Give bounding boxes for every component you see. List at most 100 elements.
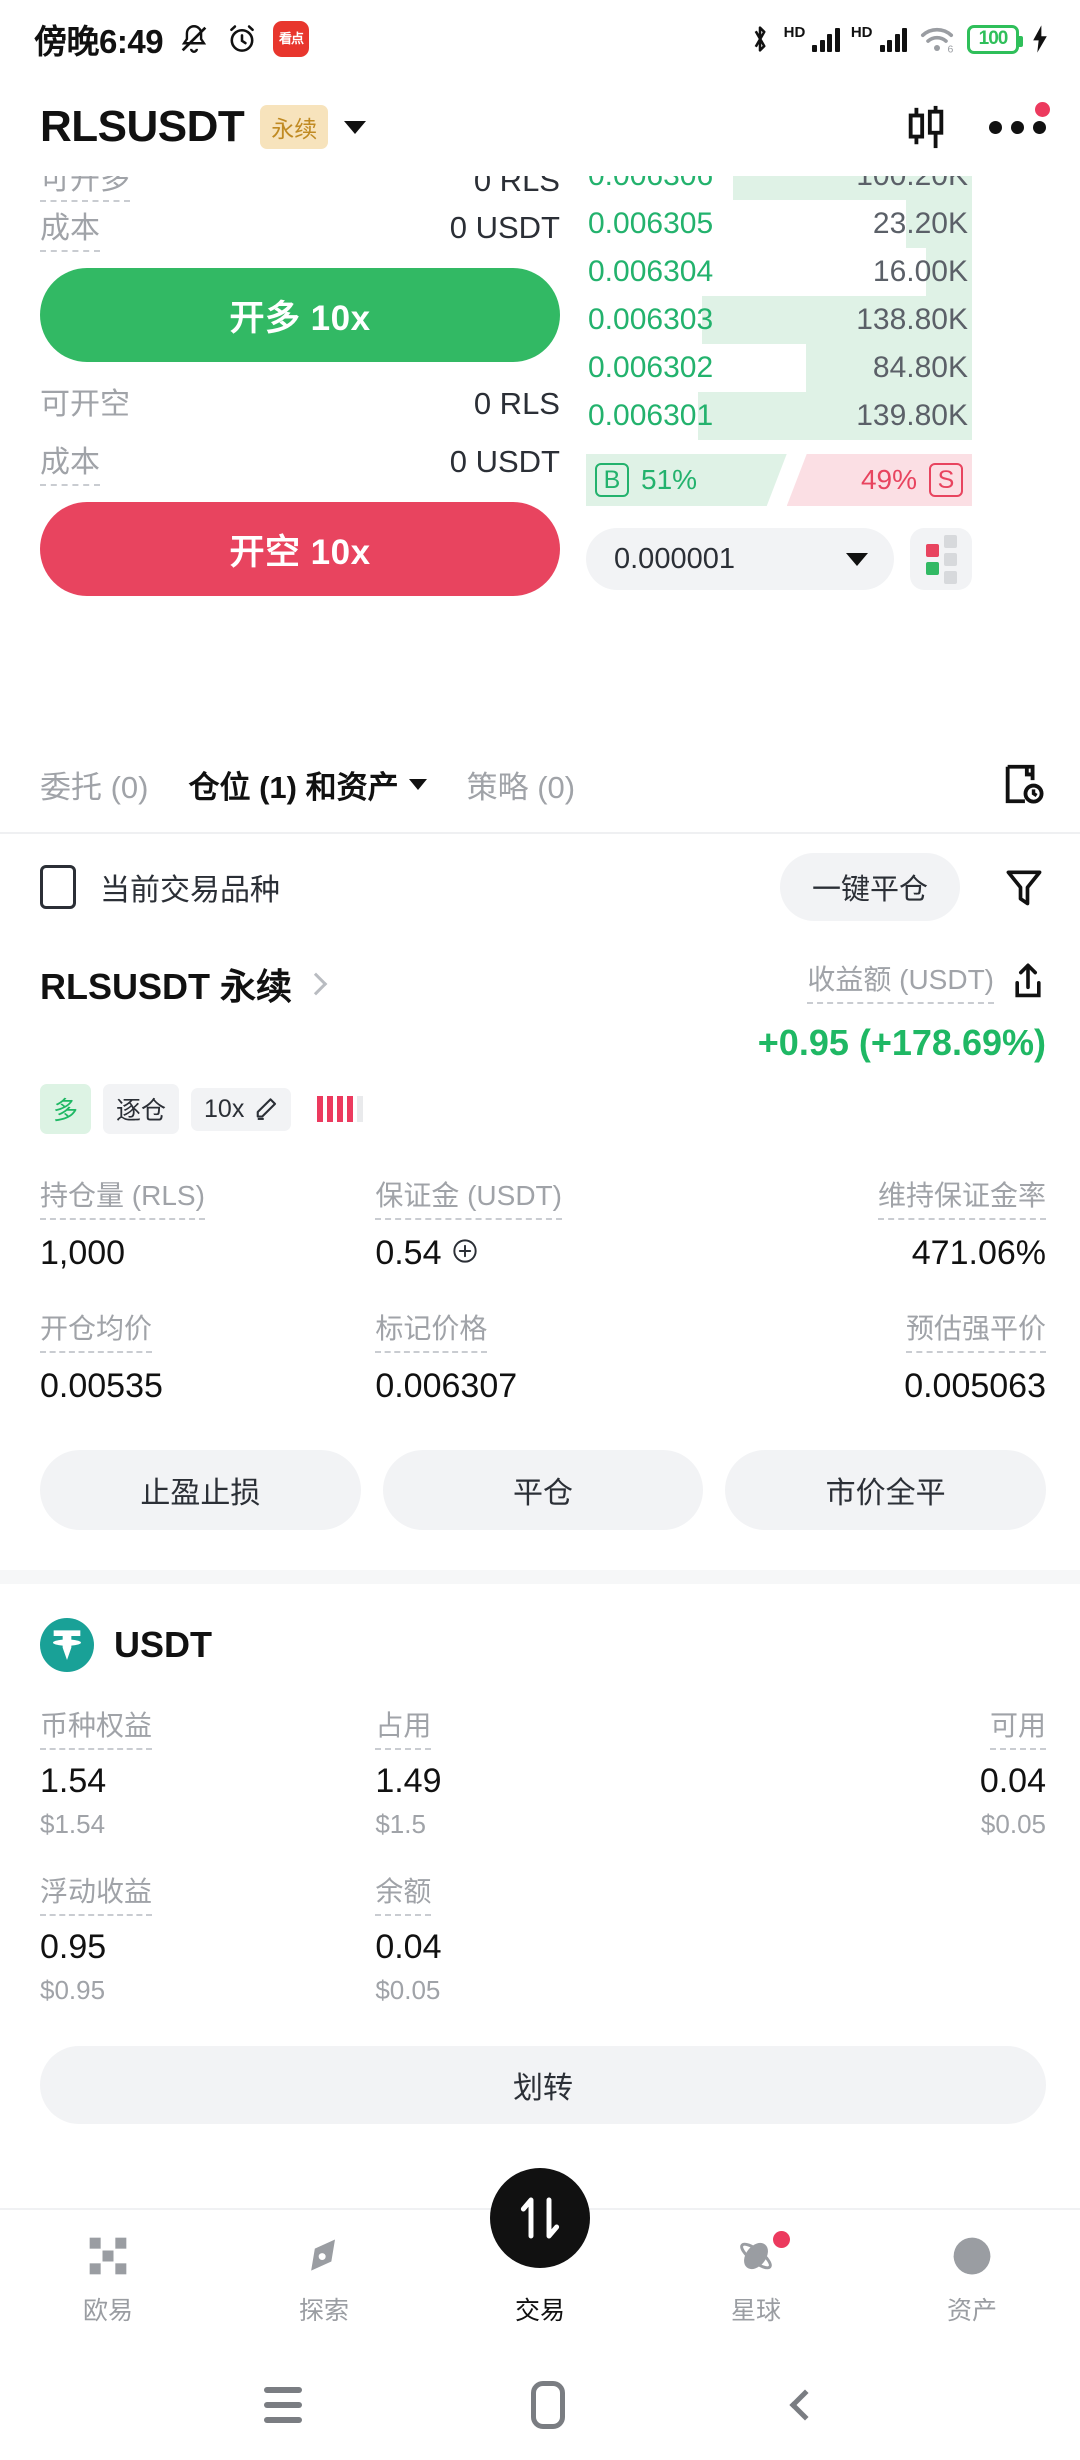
orderbook-rows: 0.006305 23.20K 0.006304 16.00K 0.006303 138.… [586, 200, 972, 440]
nav-label-planet: 星球 [730, 2297, 781, 2325]
home-square-icon[interactable] [530, 2381, 565, 2429]
current-symbol-checkbox[interactable] [40, 865, 76, 909]
nav-label-okx: 欧易 [82, 2297, 133, 2325]
orderbook-row[interactable]: 0.006304 16.00K [586, 248, 972, 296]
tab-orders[interactable]: 委托 (0) [40, 762, 149, 807]
add-margin-icon[interactable] [452, 1234, 478, 1273]
position-side-badge: 多 [40, 1084, 92, 1134]
open-short-button[interactable]: 开空 10x [40, 502, 560, 596]
chevron-down-icon[interactable] [344, 120, 367, 134]
nav-item-planet[interactable]: 星球 [648, 2231, 864, 2327]
tick-size-select[interactable]: 0.000001 [586, 528, 894, 590]
orderbook-depth-bar [806, 344, 972, 392]
page-title: RLSUSDT [40, 102, 245, 151]
nav-item-okx[interactable]: 欧易 [0, 2233, 216, 2327]
system-navigation-bar [0, 2350, 1080, 2460]
short-cost-value: 0 USDT [449, 444, 560, 479]
asset-stat: 余额 0.04 $0.05 [375, 1870, 710, 2006]
asset-stat-usd: $0.05 [375, 1975, 441, 2005]
orderbook-row[interactable]: 0.006301 139.80K [586, 392, 972, 440]
nav-label-explore: 探索 [298, 2297, 349, 2325]
order-entry-column: 可开多 0 RLS 成本 0 USDT 开多 10x 可开空 0 RLS 成本 … [40, 176, 560, 736]
orderbook-row[interactable]: 0.006302 84.80K [586, 344, 972, 392]
asset-stat: 可用 0.04 $0.05 [711, 1704, 1046, 1840]
position-stat-label: 维持保证金率 [877, 1174, 1046, 1220]
orderbook-price: 0.006306 [586, 176, 713, 193]
position-pnl: 收益额 (USDT) +0.95 (+178.69%) [758, 958, 1046, 1064]
order-history-icon[interactable] [1000, 761, 1046, 807]
open-long-button[interactable]: 开多 10x [40, 268, 560, 362]
leverage-value: 10x [204, 1094, 245, 1123]
position-stat-label: 预估强平价 [905, 1307, 1046, 1353]
long-available-row-clipped: 可开多 0 RLS [40, 176, 560, 202]
wifi6-icon: 6 [918, 24, 956, 54]
orderbook-price: 0.006305 [588, 207, 714, 240]
tab-strategies[interactable]: 策略 (0) [467, 762, 576, 807]
asset-stat: 币种权益 1.54 $1.54 [40, 1704, 375, 1840]
kandian-app-icon: 看点 [273, 21, 310, 57]
nav-item-assets[interactable]: 资产 [864, 2233, 1080, 2327]
margin-mode-badge[interactable]: 逐仓 [103, 1084, 180, 1134]
trade-panel: 可开多 0 RLS 成本 0 USDT 开多 10x 可开空 0 RLS 成本 … [0, 176, 1080, 736]
asset-stat-value: 0.04 [979, 1762, 1046, 1800]
nav-item-explore[interactable]: 探索 [216, 2233, 432, 2327]
planet-icon [733, 2233, 779, 2279]
bluetooth-icon [747, 22, 773, 56]
signal-bars-2 [879, 26, 907, 52]
chevron-right-icon [304, 972, 328, 996]
position-action-button[interactable]: 市价全平 [725, 1450, 1047, 1530]
leverage-badge[interactable]: 10x [191, 1087, 292, 1131]
pnl-label: 收益额 (USDT) [807, 958, 994, 1004]
short-cost-label: 成本 [40, 446, 100, 486]
position-stat-label: 开仓均价 [40, 1307, 153, 1353]
close-all-button[interactable]: 一键平仓 [779, 853, 960, 921]
transfer-button[interactable]: 划转 [40, 2046, 1046, 2124]
trade-swap-fab[interactable] [490, 2168, 590, 2268]
more-options-icon[interactable] [989, 101, 1050, 134]
tab-positions-assets[interactable]: 仓位 (1) 和资产 [189, 762, 427, 807]
pair-selector[interactable]: RLSUSDT 永续 [40, 102, 367, 152]
orderbook-row[interactable]: 0.006306 100.20K [586, 176, 972, 200]
position-badges: 多 逐仓 10x [40, 1084, 1046, 1134]
position-filter-bar: 当前交易品种 一键平仓 [0, 834, 1080, 940]
position-stat: 预估强平价 0.005063 [711, 1307, 1046, 1406]
orderbook-amount: 138.80K [856, 303, 968, 336]
hd-label-2: HD [850, 24, 873, 41]
back-chevron-icon[interactable] [789, 2389, 821, 2421]
svg-text:6: 6 [948, 44, 954, 55]
asset-stat-usd: $1.5 [375, 1809, 426, 1839]
position-symbol-link[interactable]: RLSUSDT 永续 [40, 958, 328, 1010]
candlestick-chart-icon[interactable] [903, 102, 949, 152]
position-stat-label: 保证金 (USDT) [375, 1174, 562, 1220]
position-stat-value: 1,000 [40, 1234, 126, 1272]
short-cost-row: 成本 0 USDT [40, 444, 560, 488]
tab-positions-assets-label: 仓位 (1) 和资产 [188, 769, 399, 805]
orderbook-depth-bar [701, 296, 972, 344]
buy-chip: B [595, 463, 629, 497]
funnel-filter-icon[interactable] [1002, 864, 1046, 910]
long-cost-value: 0 USDT [449, 210, 560, 245]
orderbook-row[interactable]: 0.006305 23.20K [586, 200, 972, 248]
share-upload-icon[interactable] [1010, 961, 1046, 1001]
position-action-button[interactable]: 止盈止损 [40, 1450, 361, 1530]
recents-menu-icon[interactable] [264, 2387, 303, 2423]
charging-bolt-icon [1030, 24, 1050, 54]
orderbook-layout-icon[interactable] [910, 528, 972, 590]
nav-item-trade[interactable]: 交易 [432, 2233, 648, 2327]
compass-explore-icon [302, 2233, 346, 2279]
pencil-edit-icon [254, 1097, 278, 1121]
asset-stats-grid: 币种权益 1.54 $1.54 占用 1.49 $1.5 可用 0.04 $0.05 浮动收益 0.… [40, 1704, 1046, 2006]
position-action-button[interactable]: 平仓 [382, 1450, 704, 1530]
contract-type-badge: 永续 [260, 105, 329, 149]
orderbook-price: 0.006303 [588, 303, 714, 336]
sell-percent: 49% [860, 464, 917, 495]
status-time: 傍晚6:49 [34, 23, 164, 60]
asset-stat-value: 1.54 [40, 1762, 107, 1800]
current-symbol-label: 当前交易品种 [100, 874, 280, 907]
long-cost-label: 成本 [40, 212, 100, 252]
position-header: RLSUSDT 永续 收益额 (USDT) +0.95 (+178.69%) [40, 958, 1046, 1064]
hd-label-1: HD [783, 24, 806, 41]
position-stat: 标记价格 0.006307 [375, 1307, 710, 1406]
orderbook-row[interactable]: 0.006303 138.80K [586, 296, 972, 344]
asset-stat-label: 占用 [375, 1704, 432, 1750]
